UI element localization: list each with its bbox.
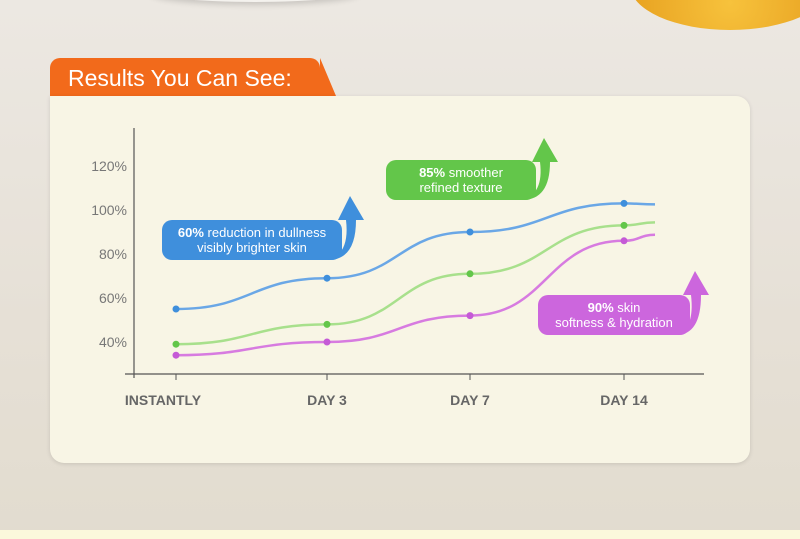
data-point bbox=[172, 305, 180, 313]
data-point bbox=[323, 274, 331, 282]
callout-percent: 60% bbox=[178, 225, 204, 240]
data-point bbox=[620, 237, 628, 245]
data-point bbox=[323, 320, 331, 328]
bottom-strip bbox=[0, 530, 800, 539]
callout-text: reduction in dullness bbox=[204, 225, 327, 240]
y-tick-label: 60% bbox=[99, 290, 127, 306]
data-point bbox=[323, 338, 331, 346]
arrow-up-icon bbox=[328, 196, 364, 260]
data-point bbox=[620, 199, 628, 207]
callout-box bbox=[386, 160, 536, 200]
callout-percent: 90% bbox=[588, 300, 614, 315]
data-point bbox=[466, 270, 474, 278]
x-tick-label: INSTANTLY bbox=[125, 392, 202, 408]
callout-percent: 85% bbox=[419, 165, 445, 180]
callout-box bbox=[162, 220, 342, 260]
x-tick-label: DAY 7 bbox=[450, 392, 490, 408]
callout-line-1: 85% smoother bbox=[419, 165, 504, 180]
y-tick-label: 100% bbox=[91, 202, 127, 218]
arrow-up-icon bbox=[676, 271, 709, 335]
data-point bbox=[466, 312, 474, 320]
callout-text: smoother bbox=[445, 165, 503, 180]
callout-line-2: softness & hydration bbox=[555, 315, 673, 330]
callout-line-2: visibly brighter skin bbox=[197, 240, 307, 255]
y-tick-label: 120% bbox=[91, 158, 127, 174]
arrow-up-icon bbox=[522, 138, 558, 200]
x-tick-label: DAY 14 bbox=[600, 392, 648, 408]
y-tick-label: 40% bbox=[99, 334, 127, 350]
data-point bbox=[466, 228, 474, 236]
data-point bbox=[172, 351, 180, 359]
callout-line-1: 60% reduction in dullness bbox=[178, 225, 327, 240]
callout-line-2: refined texture bbox=[419, 180, 502, 195]
callout-text: skin bbox=[614, 300, 641, 315]
data-point bbox=[172, 340, 180, 348]
x-tick-label: DAY 3 bbox=[307, 392, 347, 408]
callout-line-1: 90% skin bbox=[588, 300, 641, 315]
section-title: Results You Can See: bbox=[50, 58, 336, 96]
data-point bbox=[620, 221, 628, 229]
decorative-white-object bbox=[150, 0, 360, 2]
y-tick-label: 80% bbox=[99, 246, 127, 262]
callout-box bbox=[538, 295, 690, 335]
chart-panel bbox=[50, 96, 750, 463]
